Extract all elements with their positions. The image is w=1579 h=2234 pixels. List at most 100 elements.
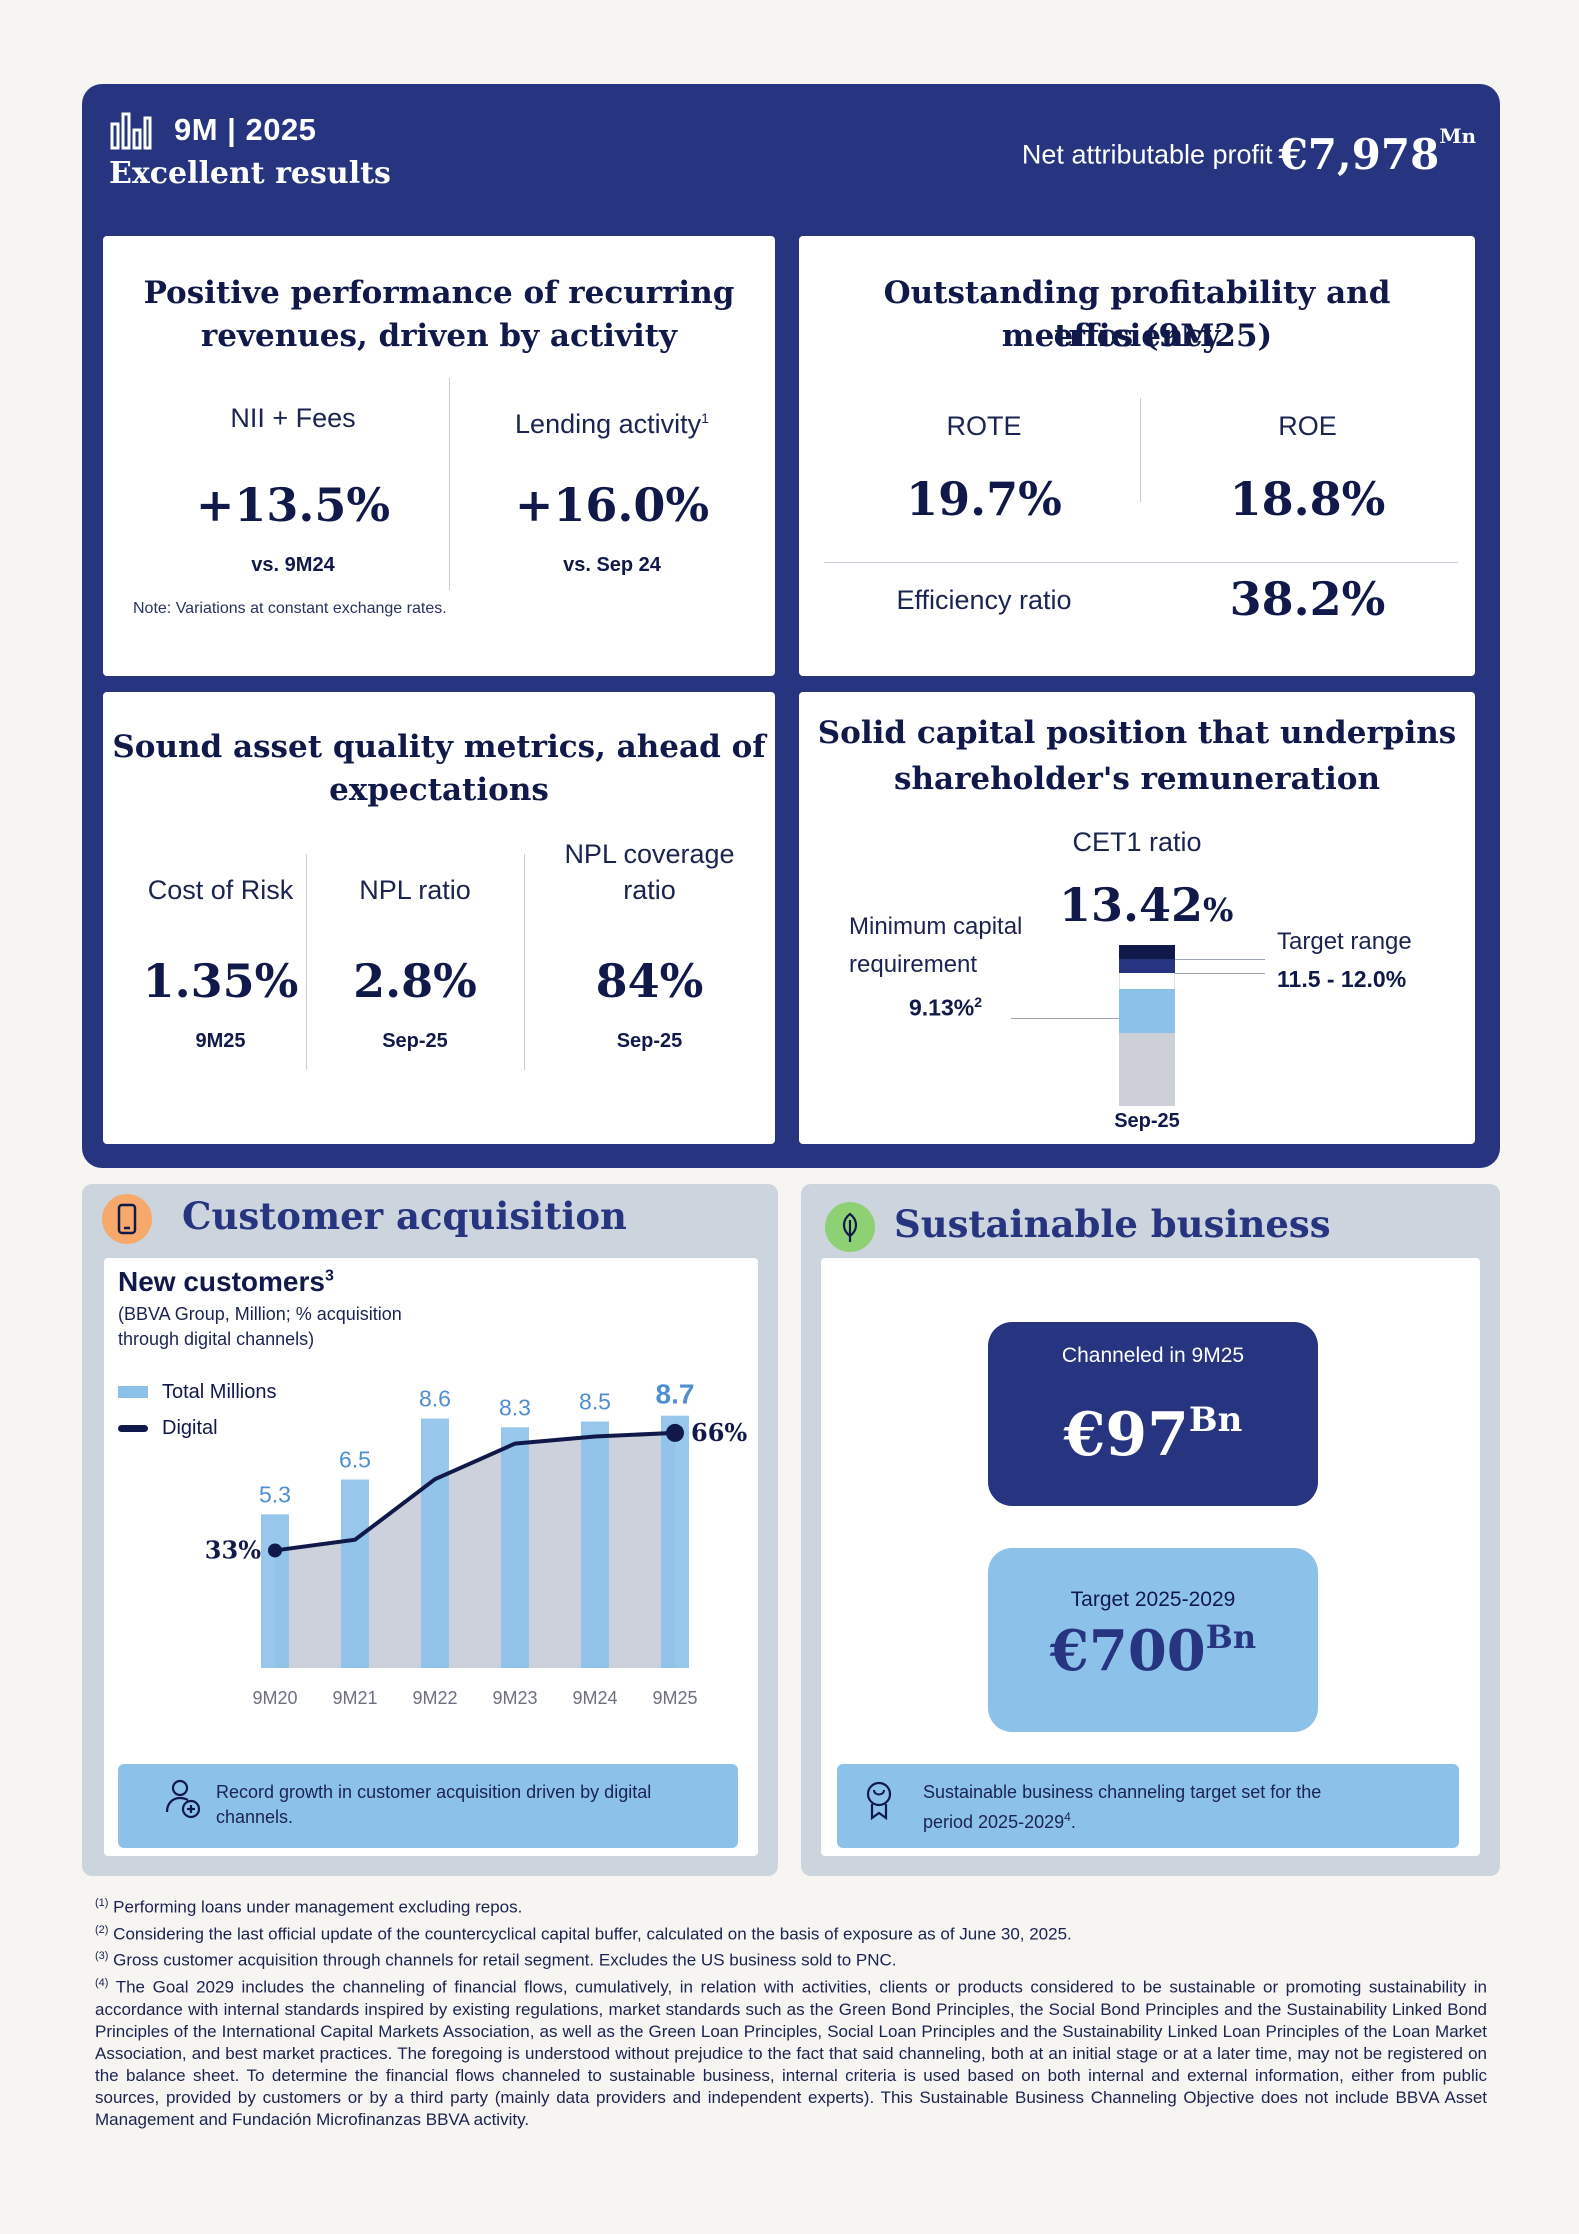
bar-value-label: 8.5	[579, 1389, 611, 1415]
footnote-text: Performing loans under management exclud…	[108, 1897, 523, 1917]
divider	[306, 854, 307, 1070]
npl-coverage-sub: Sep-25	[616, 1030, 683, 1052]
divider	[449, 378, 450, 590]
x-tick-label: 9M21	[332, 1688, 377, 1708]
npl-ratio-sub: Sep-25	[382, 1030, 448, 1052]
cet1-bar-requirement-top	[1119, 989, 1175, 1033]
cet1-bar-target-top	[1119, 959, 1175, 973]
bar-9M25	[661, 1415, 689, 1668]
bar-chart-logo-icon	[110, 112, 152, 150]
bar-9M22	[421, 1418, 449, 1668]
digital-line	[274, 1430, 676, 1553]
target-leader-line	[1175, 959, 1265, 960]
target-leader-line	[1175, 973, 1265, 974]
efficiency-label: Efficiency ratio	[896, 585, 1072, 615]
capital-period: Sep-25	[1114, 1110, 1180, 1132]
x-tick-label: 9M20	[252, 1688, 297, 1708]
profitability-title-1: Outstanding profitability and efficiency	[883, 275, 1391, 354]
minimum-requirement-label-1: Minimum capital	[849, 913, 1023, 940]
footnote-1: (1) Performing loans under management ex…	[95, 1892, 1487, 1919]
revenues-title-1: Positive performance of recurring	[143, 275, 735, 311]
channeled-value-number: €97	[1063, 1400, 1189, 1470]
x-tick-label: 9M22	[412, 1688, 457, 1708]
npl-coverage-label-1: NPL coverage	[564, 839, 735, 869]
minimum-requirement-label: Minimum capital requirement	[849, 908, 1022, 984]
customer-acquisition-title: Customer acquisition	[182, 1194, 627, 1238]
target-box: Target 2025-2029 €700Bn	[988, 1548, 1318, 1732]
report-period: 9M | 2025	[174, 112, 317, 147]
target-value-number: €700	[1049, 1618, 1206, 1684]
net-profit-unit: Mn	[1439, 124, 1476, 148]
bar-value-label: 8.3	[499, 1394, 531, 1420]
cet1-bar-gap	[1119, 973, 1175, 989]
footnote-marker: (2)	[95, 1923, 109, 1936]
channeled-value-unit: Bn	[1188, 1400, 1243, 1440]
legend-item-digital: Digital	[118, 1410, 276, 1446]
rote-value: 19.7%	[906, 472, 1062, 526]
divider	[524, 854, 525, 1070]
chart-subtitle-2: through digital channels)	[118, 1329, 315, 1349]
chart-subtitle: (BBVA Group, Million; % acquisition thro…	[118, 1302, 402, 1352]
cost-of-risk-sub: 9M25	[195, 1030, 246, 1052]
chart-title-footnote-ref: 3	[324, 1267, 334, 1285]
target-value-unit: Bn	[1205, 1618, 1257, 1656]
legend-swatch-digital	[118, 1424, 148, 1432]
chart-title: New customers3	[118, 1266, 334, 1298]
sustainable-card: Channeled in 9M25 €97Bn Target 2025-2029…	[821, 1258, 1480, 1856]
target-range-label: Target range	[1277, 928, 1412, 955]
cost-of-risk-value: 1.35%	[142, 954, 299, 1008]
sustainable-note-line-2: period 2025-2029	[923, 1812, 1065, 1832]
minimum-leader-line	[1011, 1018, 1119, 1019]
bar-value-label: 8.6	[419, 1386, 451, 1412]
footnote-text: The Goal 2029 includes the channeling of…	[95, 1977, 1487, 2129]
bar-9M21	[341, 1479, 369, 1668]
cet1-bar-buffer	[1119, 945, 1175, 959]
customer-acquisition-panel: Customer acquisition New customers3 (BBV…	[82, 1184, 778, 1876]
footnote-4: (4) The Goal 2029 includes the channelin…	[95, 1972, 1487, 2131]
npl-ratio-label: NPL ratio	[359, 875, 471, 905]
bar-value-label: 6.5	[339, 1447, 371, 1473]
minimum-requirement-value: 9.13%2	[909, 994, 982, 1022]
npl-coverage-label-2: ratio	[623, 875, 676, 905]
chart-legend: Total Millions Digital	[118, 1374, 276, 1446]
bar-value-label: 5.3	[259, 1481, 291, 1507]
divider	[1140, 398, 1141, 502]
footnote-text: Considering the last official update of …	[108, 1924, 1072, 1944]
cet1-label: CET1 ratio	[1072, 827, 1202, 857]
legend-label-total: Total Millions	[162, 1380, 277, 1403]
sustainable-note-line-1: Sustainable business channeling target s…	[923, 1782, 1322, 1802]
capital-card: Solid capital position that underpins sh…	[799, 692, 1475, 1144]
channeled-value: €97Bn	[988, 1400, 1318, 1470]
channeled-box: Channeled in 9M25 €97Bn	[988, 1322, 1318, 1506]
lending-footnote-ref: 1	[701, 410, 709, 426]
digital-point-first	[268, 1543, 282, 1558]
sustainable-business-panel: Sustainable business Channeled in 9M25 €…	[801, 1184, 1500, 1876]
revenues-title-2: revenues, driven by activity	[200, 318, 678, 354]
target-label: Target 2025-2029	[1070, 1588, 1236, 1611]
cost-of-risk-label: Cost of Risk	[147, 875, 294, 905]
customer-note-box: Record growth in customer acquisition dr…	[118, 1764, 738, 1848]
footnote-text: Gross customer acquisition through chann…	[108, 1950, 897, 1970]
x-tick-label: 9M23	[492, 1688, 537, 1708]
cet1-value-percent: %	[1203, 891, 1234, 929]
x-tick-label: 9M25	[652, 1688, 697, 1708]
chart-title-text: New customers	[118, 1266, 325, 1297]
profitability-title-2: metrics (9M25)	[1001, 318, 1273, 354]
net-profit-label: Net attributable profit	[1021, 139, 1273, 170]
sustainable-note-text: Sustainable business channeling target s…	[923, 1780, 1443, 1835]
new-customers-chart: 5.3 9M20 6.5 9M21 8.6 9M22 8.3 9M23 8.5 9M24 8.7 9M…	[205, 1379, 748, 1708]
customer-note-text: Record growth in customer acquisition dr…	[216, 1782, 652, 1827]
divider	[824, 562, 1458, 563]
sustainable-note-footnote-ref: 4	[1064, 1810, 1071, 1824]
minimum-requirement-footnote-ref: 2	[974, 994, 983, 1010]
bar-9M24	[581, 1421, 609, 1668]
bar-9M23	[501, 1427, 529, 1668]
channeled-label: Channeled in 9M25	[1061, 1344, 1245, 1367]
digital-label-first: 33%	[205, 1535, 261, 1564]
new-customers-chart-card: New customers3 (BBVA Group, Million; % a…	[104, 1258, 758, 1856]
lending-label-text: Lending activity	[515, 409, 702, 439]
asset-quality-card: Sound asset quality metrics, ahead of ex…	[103, 692, 775, 1144]
digital-point-last	[666, 1423, 684, 1442]
digital-label-last: 66%	[691, 1418, 747, 1447]
legend-label-digital: Digital	[162, 1416, 218, 1439]
